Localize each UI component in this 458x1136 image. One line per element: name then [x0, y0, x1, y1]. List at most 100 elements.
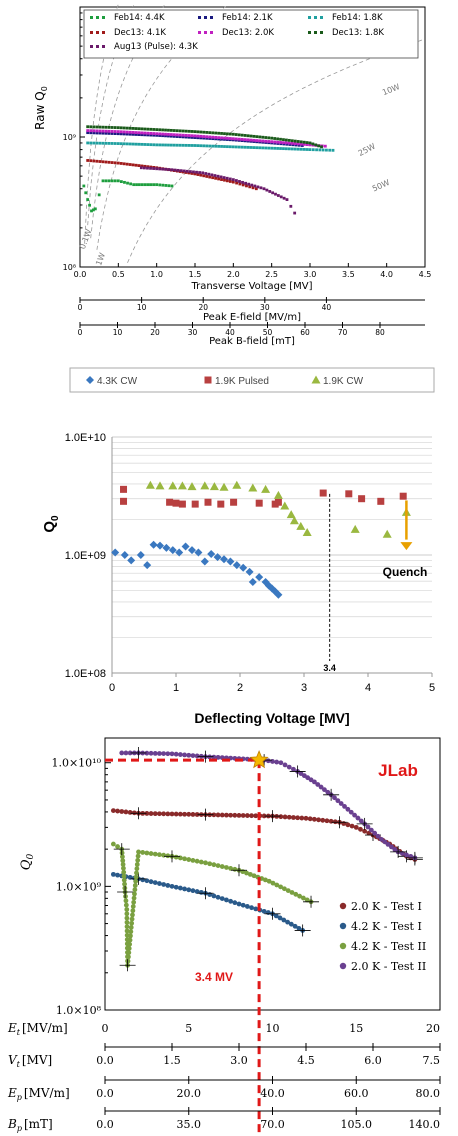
p1-series-6-point	[199, 130, 203, 134]
p1-axis-bfield-ticks: 0 10 20 30 40 50 60 70 80	[78, 322, 385, 337]
p1-series-2-point	[204, 172, 208, 175]
p2-x-tick-label: 5	[429, 682, 435, 694]
p3-series-2-point	[266, 878, 272, 884]
p3-y-tick-label: 1.0×10⁸	[56, 1004, 102, 1017]
p3-series-2-point	[228, 865, 234, 871]
p3-series-1-point	[186, 887, 192, 893]
p1-series-4-point	[178, 133, 182, 137]
p3-series-3-point	[119, 750, 125, 756]
p3-series-3-point	[282, 762, 288, 768]
p1-series-3-point	[175, 135, 179, 138]
p1-series-5-point	[223, 145, 226, 148]
p1-legend-label: Feb14: 4.4K	[114, 13, 165, 23]
p3-extra-axis-unit: [MV/m]	[24, 1086, 70, 1100]
p2-x-tick-label: 3	[301, 682, 307, 694]
p3-series-2-point	[144, 850, 150, 856]
p1-series-5-point	[122, 142, 126, 146]
p1-series-6-point	[116, 126, 120, 130]
p3-series-0-point	[332, 819, 338, 825]
p1-x-tick-label: 4.0	[380, 270, 393, 279]
p3-series-0-point	[144, 811, 150, 816]
p1-series-1-point	[228, 180, 232, 183]
p1-series-5-point	[190, 144, 194, 147]
p3-series-0-point	[362, 828, 368, 834]
p2-y-tick-label: 1.0E+08	[65, 668, 106, 680]
p1-series-5-point	[217, 144, 220, 148]
p1-series-4-point	[214, 136, 218, 139]
p1-series-1-point	[113, 161, 117, 165]
p1-series-3-point	[122, 132, 126, 136]
p2-x-tick-label: 2	[237, 682, 243, 694]
p3-series-0-point	[311, 816, 317, 822]
p1-series-3-point	[98, 131, 102, 135]
p3-series-2-point	[135, 857, 141, 863]
p2-data-marks	[111, 480, 411, 599]
p3-series-0-point	[316, 817, 321, 823]
p1-series-4-point	[285, 141, 288, 145]
p1-series-6-point	[264, 136, 268, 139]
p3-extra-tick-label: 15	[349, 1022, 363, 1035]
p3-series-0-point	[286, 814, 292, 820]
p1-x-tick-label: 3.0	[304, 270, 317, 279]
p1-series-6-point	[155, 128, 159, 132]
p2-quench-arrow-head	[400, 542, 413, 551]
p1-series-1-point	[202, 174, 206, 178]
p3-series-0-point	[345, 822, 351, 828]
p1-series-5-point	[104, 141, 108, 145]
p1-series-1-point	[235, 181, 239, 185]
p3-series-2-point	[130, 908, 136, 914]
p1-series-6-point	[128, 126, 132, 130]
p1-series-3-point	[214, 137, 218, 141]
p3-extra-tick-label: 0.0	[96, 1087, 114, 1100]
p1-series-3-point	[161, 134, 164, 138]
p1-series-2-point	[279, 195, 283, 199]
p1-series-5-point	[202, 144, 206, 148]
p1-series-6-point	[187, 129, 191, 133]
p1-series-4-point	[287, 141, 291, 145]
p1-series-5-point	[184, 143, 188, 147]
p1-series-5-point	[328, 148, 332, 152]
p1-legend-marker	[210, 31, 213, 34]
p1-extra-tick-label: 0	[78, 328, 83, 337]
p1-series-4-point	[110, 130, 114, 133]
p3-series-0-point	[307, 816, 313, 822]
p3-series-2-point	[123, 893, 128, 899]
p3-extra-axis-unit: [MV/m]	[22, 1021, 68, 1035]
p3-series-2-point	[270, 880, 276, 886]
p3-series-3-point	[325, 789, 331, 795]
p1-x-axis-label: Transverse Voltage [MV]	[190, 281, 312, 292]
p3-extra-tick-label: 1.5	[163, 1054, 181, 1067]
p2-y-axis-label: Q0	[41, 515, 61, 533]
p2-series-2-point	[382, 529, 392, 538]
p1-series-2-point	[189, 170, 192, 174]
p1-series-4-point	[95, 129, 99, 133]
p1-series-3-point	[146, 133, 150, 137]
p1-series-5-point	[261, 146, 265, 150]
p3-series-2-point	[123, 898, 129, 904]
p1-series-3-point	[86, 131, 90, 135]
p1-series-3-point	[158, 134, 162, 137]
p1-series-4-point	[237, 137, 241, 141]
p1-extra-tick-label: 30	[188, 328, 198, 337]
p1-series-5-point	[89, 141, 93, 145]
p1-series-2-point	[285, 198, 289, 201]
p2-series-0-point	[136, 551, 145, 559]
p1-series-1-point	[199, 173, 203, 177]
p1-series-6-point	[214, 131, 218, 135]
p1-series-3-point	[95, 131, 99, 135]
p3-series-2-point	[134, 862, 140, 867]
p1-series-6-point	[252, 134, 256, 138]
p3-series-2-point	[130, 912, 135, 918]
p1-series-0-point	[93, 207, 97, 211]
p3-series-1-point	[115, 872, 120, 878]
p3-series-2-point	[128, 925, 134, 930]
p2-series-1-point	[399, 492, 407, 500]
p1-series-4-point	[273, 140, 277, 144]
p1-series-5-point	[285, 147, 288, 151]
p1-series-1-point	[251, 186, 255, 190]
p3-extra-axis-unit: [MV]	[22, 1053, 52, 1067]
p1-series-5-point	[325, 148, 328, 152]
p1-series-4-point	[116, 130, 120, 134]
p1-series-3-point	[128, 132, 132, 136]
p1-series-5-point	[302, 147, 306, 151]
